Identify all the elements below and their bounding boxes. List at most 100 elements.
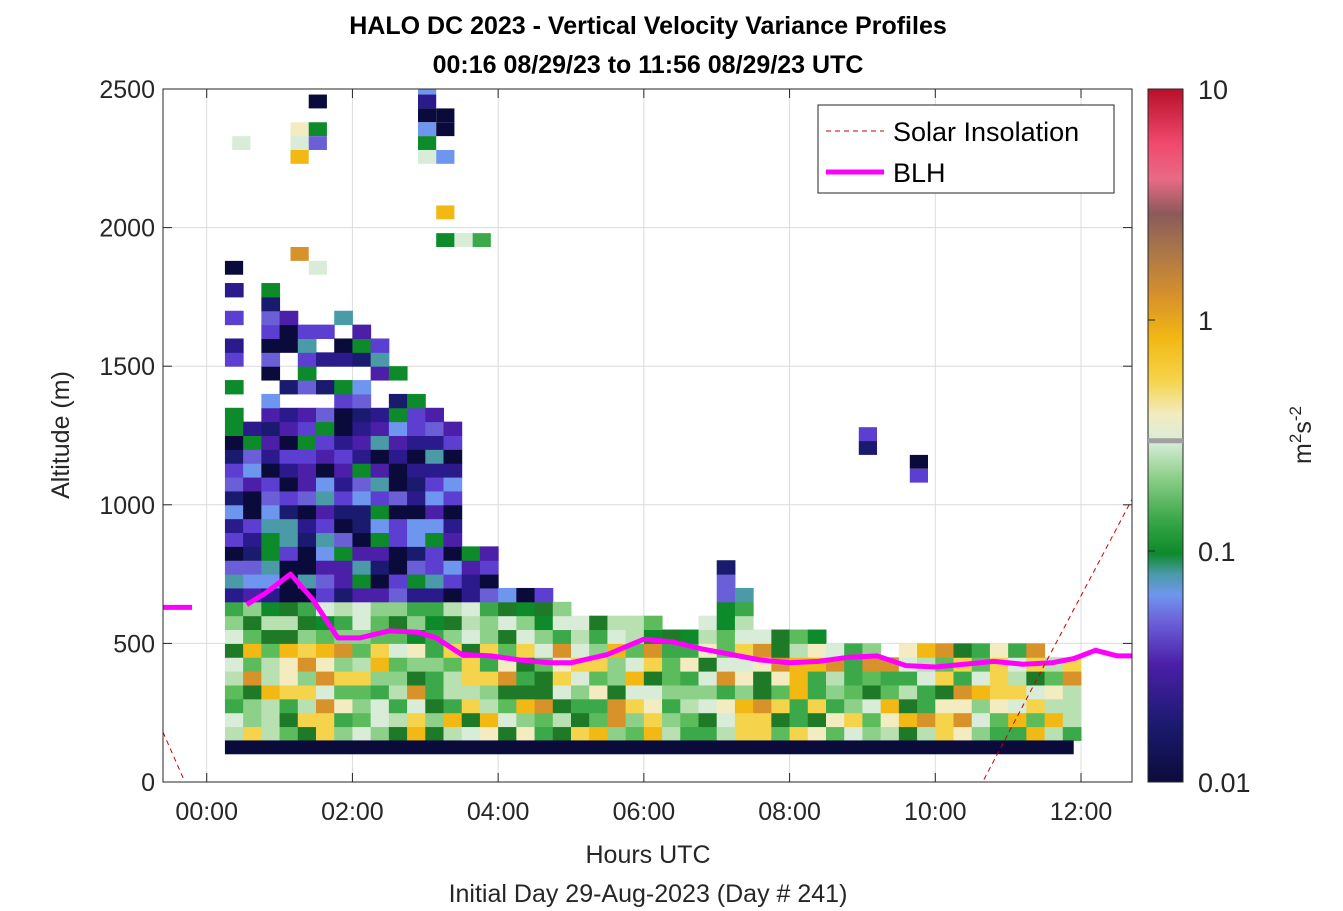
variance-cell: [826, 684, 845, 700]
variance-cell: [698, 712, 718, 728]
variance-cell: [352, 518, 372, 534]
variance-cell: [316, 560, 335, 575]
variance-cell: [407, 532, 426, 547]
variance-cell: [407, 490, 426, 506]
variance-cell: [479, 601, 499, 617]
variance-cell: [753, 698, 772, 714]
variance-cell: [461, 684, 481, 700]
variance-cell: [388, 435, 408, 450]
variance-cell: [1044, 726, 1064, 741]
variance-cell: [261, 435, 281, 450]
variance-cell: [261, 532, 281, 547]
variance-cell: [935, 712, 954, 728]
x-tick-label-4: 08:00: [758, 798, 821, 826]
variance-cell: [680, 726, 699, 741]
variance-cell: [443, 532, 463, 547]
variance-cell: [589, 671, 608, 686]
x-axis: 00:00 02:00 04:00 06:00 08:00 10:00 12:00: [175, 89, 1112, 826]
variance-cell: [370, 518, 390, 534]
variance-cell: [316, 380, 335, 395]
variance-cell: [552, 712, 572, 728]
variance-cell: [789, 684, 809, 700]
variance-cell: [953, 726, 973, 741]
variance-cell: [352, 698, 372, 714]
variance-cell: [334, 587, 353, 603]
variance-cell: [425, 587, 444, 603]
variance-cell: [334, 380, 353, 395]
variance-cell-upper: [290, 247, 309, 261]
variance-cell: [279, 490, 299, 506]
variance-cell: [224, 380, 244, 395]
variance-cell: [498, 726, 517, 741]
variance-cell: [388, 601, 408, 617]
variance-cell: [734, 587, 754, 603]
variance-cell: [625, 712, 645, 728]
variance-cell: [224, 684, 244, 700]
variance-cell: [607, 629, 627, 644]
x-axis-sublabel: Initial Day 29-Aug-2023 (Day # 241): [449, 880, 848, 908]
variance-cell: [279, 310, 299, 326]
variance-cell: [279, 407, 299, 423]
variance-cell: [734, 712, 754, 728]
variance-cell: [643, 726, 663, 741]
variance-cell: [789, 698, 809, 714]
variance-cell: [370, 601, 390, 617]
variance-cell: [516, 671, 536, 686]
variance-cell: [643, 615, 663, 631]
variance-cell: [826, 712, 845, 728]
variance-cell: [224, 587, 244, 603]
variance-cell: [425, 504, 444, 520]
variance-cell: [953, 643, 973, 658]
variance-cell: [370, 574, 390, 589]
variance-cell: [279, 587, 299, 603]
variance-cell: [698, 629, 718, 644]
variance-cell: [917, 684, 936, 700]
variance-cell: [479, 698, 499, 714]
variance-cell: [407, 504, 426, 520]
variance-cell: [297, 615, 317, 631]
variance-cell: [243, 546, 262, 561]
variance-cell: [407, 449, 426, 464]
variance-cell: [935, 643, 954, 658]
variance-cell: [971, 643, 991, 658]
variance-cell: [989, 698, 1009, 714]
variance-cell: [443, 615, 463, 631]
variance-cell: [425, 463, 444, 478]
variance-cell: [443, 477, 463, 492]
variance-cell: [734, 671, 754, 686]
variance-cell-upper: [308, 94, 327, 109]
variance-cell: [734, 684, 754, 700]
variance-cell: [243, 560, 262, 575]
variance-cell: [425, 615, 444, 631]
variance-cell: [716, 560, 736, 575]
variance-cell: [352, 380, 372, 395]
variance-cell: [316, 407, 335, 423]
variance-cell: [316, 726, 335, 741]
variance-cell: [334, 338, 353, 353]
variance-cell: [370, 615, 390, 631]
variance-cell: [571, 643, 590, 658]
variance-cell: [370, 477, 390, 492]
variance-cell: [680, 684, 699, 700]
variance-cell: [844, 657, 863, 672]
variance-cell: [316, 435, 335, 450]
variance-cell: [625, 671, 645, 686]
variance-cell: [388, 393, 408, 409]
variance-cell: [989, 643, 1009, 658]
variance-cell: [224, 518, 244, 534]
variance-cell: [643, 657, 663, 672]
variance-cell: [1008, 698, 1027, 714]
variance-cells: [224, 89, 1082, 755]
variance-cell: [261, 560, 281, 575]
variance-cell: [407, 477, 426, 492]
variance-cell: [516, 712, 536, 728]
variance-cell: [279, 324, 299, 339]
y-axis: 0 500 1000 1500 2000 2500: [99, 76, 1132, 797]
variance-cell: [370, 643, 390, 658]
variance-cell: [297, 629, 317, 644]
variance-cell: [498, 629, 517, 644]
variance-cell: [443, 726, 463, 741]
variance-cell: [425, 449, 444, 464]
variance-cell: [243, 629, 262, 644]
variance-cell: [224, 435, 244, 450]
